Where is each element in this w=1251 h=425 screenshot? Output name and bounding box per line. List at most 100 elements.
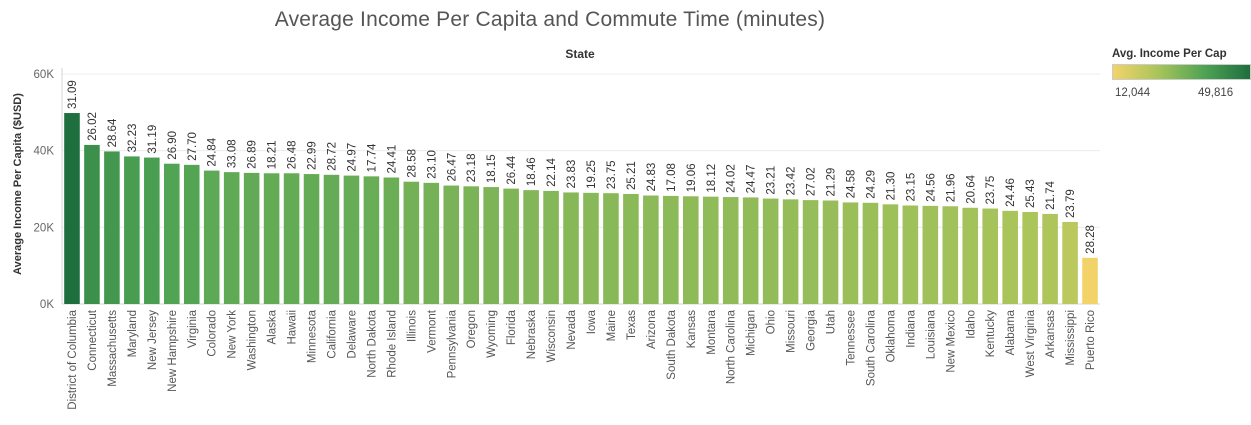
bar-value-label: 24.29 xyxy=(865,170,877,199)
bar xyxy=(1042,213,1058,304)
chart-title: Average Income Per Capita and Commute Ti… xyxy=(274,8,826,31)
bar xyxy=(842,202,859,304)
x-tick-label: District of Columbia xyxy=(67,309,79,409)
legend-gradient-bar xyxy=(1112,64,1251,80)
bar-value-label: 33.08 xyxy=(227,139,239,168)
bar-value-label: 23.21 xyxy=(766,166,778,195)
x-tick-label: Washington xyxy=(247,310,259,370)
bar xyxy=(124,156,140,304)
bar-value-label: 24.84 xyxy=(207,137,219,166)
y-tick-label: 20K xyxy=(34,222,55,234)
bar-value-label: 23.15 xyxy=(905,173,917,202)
bar-value-label: 32.23 xyxy=(127,124,139,153)
x-tick-label: Pennsylvania xyxy=(446,309,458,378)
bar-value-label: 23.18 xyxy=(466,154,478,183)
x-tick-label: Alabama xyxy=(1005,309,1017,355)
x-tick-label: North Dakota xyxy=(366,309,378,377)
bar xyxy=(1082,257,1098,304)
bar-value-label: 28.72 xyxy=(326,142,338,171)
bar-value-label: 26.90 xyxy=(167,131,179,160)
bar-value-label: 23.10 xyxy=(426,150,438,179)
x-tick-label: Maine xyxy=(606,310,618,341)
x-tick-label: Arkansas xyxy=(1045,310,1057,358)
bar-value-label: 24.83 xyxy=(646,163,658,192)
x-tick-label: Missouri xyxy=(786,310,798,353)
bar xyxy=(523,190,539,304)
color-legend: Avg. Income Per Cap 12,044 49,816 xyxy=(1106,48,1251,99)
bar-value-label: 17.08 xyxy=(666,163,678,192)
bar-value-label: 26.44 xyxy=(506,155,518,184)
x-tick-label: Kansas xyxy=(686,310,698,349)
bar xyxy=(762,198,779,304)
y-tick-label: 60K xyxy=(34,69,55,81)
bar-value-label: 24.47 xyxy=(746,165,758,194)
bar xyxy=(144,157,160,304)
x-tick-label: West Virginia xyxy=(1025,309,1037,377)
x-tick-label: Idaho xyxy=(965,310,977,339)
bar xyxy=(84,144,100,304)
x-tick-label: Wisconsin xyxy=(546,310,558,362)
bar xyxy=(483,187,499,304)
bar xyxy=(982,208,998,304)
x-tick-label: New York xyxy=(227,310,239,359)
x-tick-label: Alaska xyxy=(267,309,279,344)
bar-value-label: 23.75 xyxy=(606,160,618,189)
bar xyxy=(583,192,599,304)
bar-value-label: 27.70 xyxy=(187,132,199,161)
bar-value-label: 24.46 xyxy=(1005,178,1017,207)
bar-value-label: 26.48 xyxy=(287,141,299,170)
bar xyxy=(223,172,240,304)
y-axis: 0K 20K 40K 60K xyxy=(34,68,63,311)
bar xyxy=(962,207,979,304)
x-tick-label: Iowa xyxy=(586,309,598,334)
x-tick-label: Florida xyxy=(506,309,518,345)
y-tick-label: 0K xyxy=(40,299,54,311)
x-tick-label: Minnesota xyxy=(307,309,319,363)
x-tick-label: California xyxy=(326,309,338,358)
y-axis-label: Average Income Per Capita ($USD) xyxy=(12,93,24,275)
bar xyxy=(862,202,879,304)
bar-value-label: 18.21 xyxy=(267,141,279,170)
bar xyxy=(503,188,519,304)
x-tick-label: Puerto Rico xyxy=(1085,310,1097,370)
bar-value-label: 18.46 xyxy=(526,157,538,186)
x-tick-label: Texas xyxy=(626,310,638,340)
bar-value-label: 24.58 xyxy=(845,170,857,199)
bar-value-label: 24.02 xyxy=(726,164,738,193)
bar xyxy=(742,197,759,304)
x-tick-label: South Carolina xyxy=(865,309,877,386)
bar-value-label: 23.79 xyxy=(1065,189,1077,218)
x-tick-label: Mississippi xyxy=(1065,310,1077,366)
bar xyxy=(563,192,579,304)
bar-value-label: 17.74 xyxy=(366,143,378,172)
bar xyxy=(104,151,120,304)
x-tick-label: New Mexico xyxy=(945,310,957,373)
x-tick-label: Kentucky xyxy=(985,310,997,358)
x-tick-label: Oregon xyxy=(466,310,478,348)
bar xyxy=(643,195,659,304)
x-tick-label: Montana xyxy=(706,309,718,354)
bar xyxy=(543,190,559,304)
bar-value-label: 28.64 xyxy=(107,118,119,147)
x-tick-label: North Carolina xyxy=(726,309,738,384)
x-tick-label: Hawaii xyxy=(287,310,299,345)
bar-value-label: 26.89 xyxy=(247,140,259,169)
bar-value-label: 25.21 xyxy=(626,161,638,190)
bar xyxy=(1002,210,1018,304)
bar xyxy=(64,113,80,304)
bar xyxy=(323,174,340,304)
column-header: State xyxy=(565,47,595,61)
bar xyxy=(882,204,899,304)
bar xyxy=(203,170,220,304)
bar-value-label: 21.30 xyxy=(885,172,897,201)
bar xyxy=(463,186,479,304)
bar xyxy=(1022,212,1038,304)
legend-title: Avg. Income Per Cap xyxy=(1112,48,1227,60)
x-tick-label: Connecticut xyxy=(87,309,99,371)
bar-value-label: 24.41 xyxy=(386,145,398,174)
x-tick-label: Wyoming xyxy=(486,310,498,358)
bar-value-label: 23.75 xyxy=(985,176,997,205)
bar xyxy=(1062,221,1078,304)
x-tick-label: Oklahoma xyxy=(885,309,897,362)
bar xyxy=(183,164,200,304)
